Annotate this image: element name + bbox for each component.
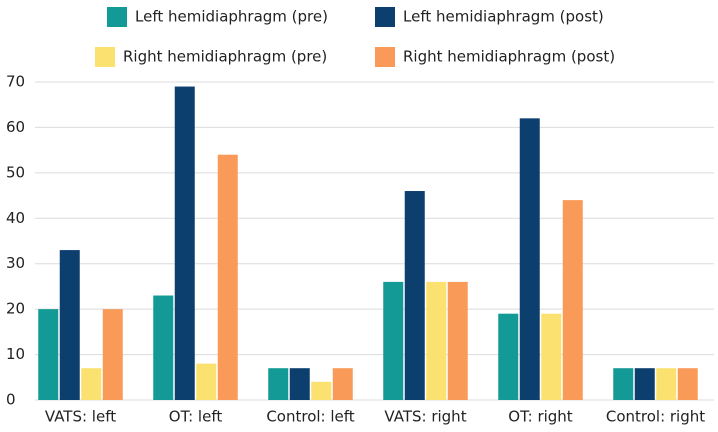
bar xyxy=(404,191,425,400)
y-tick-label: 20 xyxy=(6,300,25,318)
x-tick-label: VATS: left xyxy=(45,408,116,426)
x-tick-label: Control: right xyxy=(606,408,705,426)
bar xyxy=(562,200,583,400)
bar xyxy=(447,281,468,400)
legend-label: Right hemidiaphragm (pre) xyxy=(123,48,327,66)
bar xyxy=(498,313,519,400)
bar xyxy=(519,118,540,400)
y-tick-label: 70 xyxy=(6,73,25,91)
legend-swatch xyxy=(375,47,395,67)
bar xyxy=(541,313,562,400)
bar xyxy=(311,381,332,400)
x-tick-label: OT: right xyxy=(508,408,573,426)
bar xyxy=(81,368,102,400)
y-tick-label: 0 xyxy=(6,391,16,409)
bar xyxy=(634,368,655,400)
bar xyxy=(289,368,310,400)
y-tick-label: 30 xyxy=(6,254,25,272)
x-tick-label: Control: left xyxy=(266,408,354,426)
x-tick-label: VATS: right xyxy=(384,408,466,426)
bar xyxy=(174,86,195,401)
legend-label: Left hemidiaphragm (pre) xyxy=(135,8,328,26)
bar xyxy=(38,309,59,400)
bar xyxy=(613,368,634,400)
y-tick-label: 60 xyxy=(6,118,25,136)
legend-swatch xyxy=(95,47,115,67)
bar xyxy=(59,250,80,400)
legend-swatch xyxy=(107,7,127,27)
y-tick-label: 10 xyxy=(6,345,25,363)
legend-label: Right hemidiaphragm (post) xyxy=(403,48,615,66)
x-tick-label: OT: left xyxy=(169,408,223,426)
bar xyxy=(332,368,353,400)
bar xyxy=(383,281,404,400)
bar xyxy=(268,368,289,400)
y-tick-label: 50 xyxy=(6,163,25,181)
bar xyxy=(102,309,123,400)
bar xyxy=(217,154,238,400)
bar xyxy=(656,368,677,400)
bar xyxy=(677,368,698,400)
legend-swatch xyxy=(375,7,395,27)
bar xyxy=(426,281,447,400)
legend-label: Left hemidiaphragm (post) xyxy=(403,8,604,26)
y-tick-label: 40 xyxy=(6,209,25,227)
bar xyxy=(153,295,174,400)
bar xyxy=(196,363,217,400)
